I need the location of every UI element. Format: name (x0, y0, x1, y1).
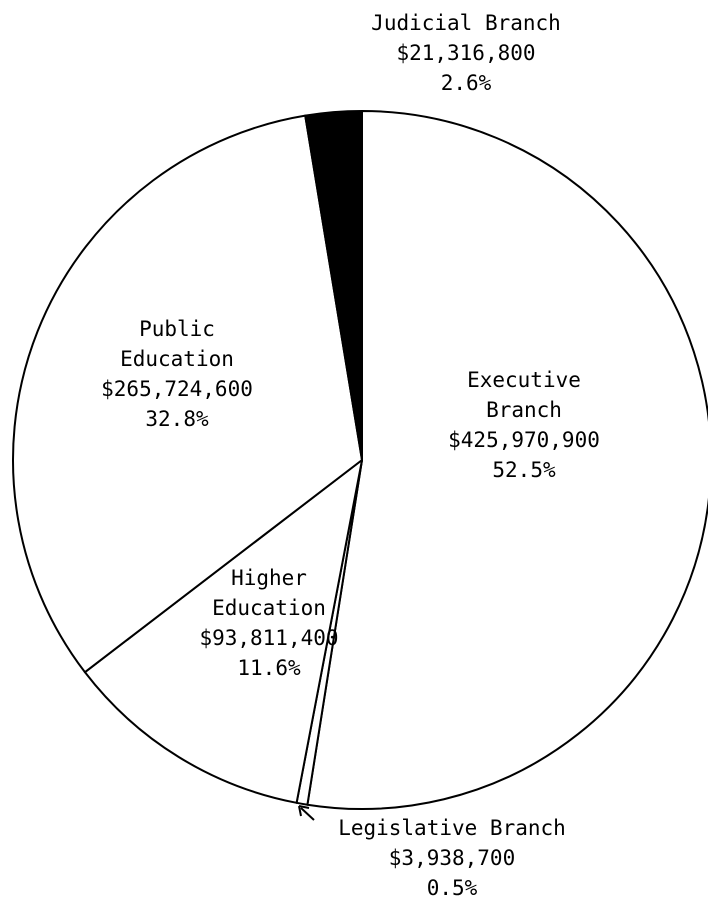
slice-label-executive-branch: Executive Branch $425,970,900 52.5% (448, 368, 600, 482)
slice-label-public-education: Public Education $265,724,600 32.8% (101, 317, 253, 431)
legislative-callout-arrow (298, 805, 315, 821)
slice-label-legislative-branch-percent: 0.5% (427, 876, 478, 900)
slice-label-executive-branch-percent: 52.5% (492, 458, 556, 482)
slice-label-public-education-percent: 32.8% (145, 407, 209, 431)
slice-label-higher-education-percent: 11.6% (237, 656, 301, 680)
slice-label-higher-education-amount: $93,811,400 (199, 626, 338, 650)
pie-slice-higher-education (83, 459, 363, 804)
slice-label-public-education-name: Public (139, 317, 215, 341)
slice-label-judicial-branch-name: Judicial Branch (371, 11, 561, 35)
slice-label-executive-branch-name: Branch (486, 398, 562, 422)
slice-label-judicial-branch-amount: $21,316,800 (396, 41, 535, 65)
slice-label-public-education-amount: $265,724,600 (101, 377, 253, 401)
slice-label-executive-branch-amount: $425,970,900 (448, 428, 600, 452)
slice-label-higher-education-name: Higher (231, 566, 307, 590)
slice-label-higher-education-name: Education (212, 596, 326, 620)
slice-label-legislative-branch-name: Legislative Branch (338, 816, 566, 840)
slice-label-higher-education: Higher Education $93,811,400 11.6% (199, 566, 338, 680)
slice-label-public-education-name: Education (120, 347, 234, 371)
slice-label-legislative-branch: Legislative Branch $3,938,700 0.5% (338, 816, 566, 900)
pie-slice-public-education (12, 114, 363, 674)
pie-slice-judicial-branch (304, 110, 363, 461)
slice-label-judicial-branch: Judicial Branch $21,316,800 2.6% (371, 11, 561, 95)
slice-label-legislative-branch-amount: $3,938,700 (389, 846, 515, 870)
pie-slice-executive-branch (306, 110, 708, 810)
slice-label-judicial-branch-percent: 2.6% (441, 71, 492, 95)
slice-label-executive-branch-name: Executive (467, 368, 581, 392)
